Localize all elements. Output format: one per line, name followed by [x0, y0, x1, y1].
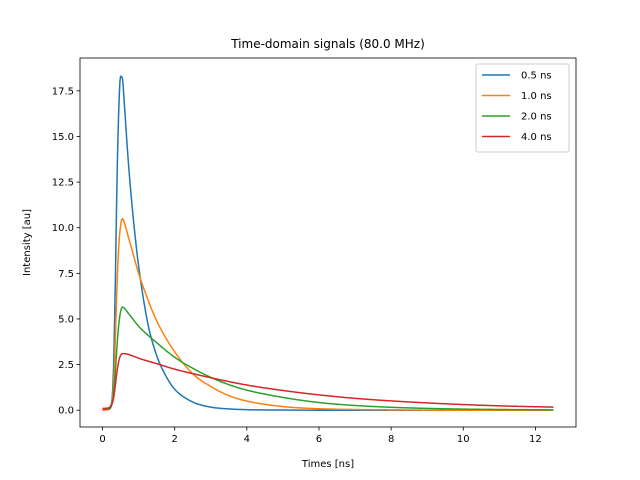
y-axis: 0.0 2.5 5.0 7.5 10.0 12.5 15.0 17.5 — [52, 86, 80, 417]
legend-entry-3: 4.0 ns — [521, 132, 552, 143]
y-axis-label: Intensity [au] — [22, 209, 33, 276]
x-axis: 0 2 4 6 8 10 12 — [99, 427, 542, 445]
series-line-3 — [102, 352, 554, 410]
x-tick-label: 6 — [316, 434, 322, 445]
y-tick-label: 12.5 — [52, 178, 74, 189]
x-tick-label: 4 — [244, 434, 250, 445]
legend-entry-2: 2.0 ns — [521, 112, 552, 123]
x-tick-label: 12 — [529, 434, 542, 445]
x-tick-label: 0 — [99, 434, 105, 445]
y-tick-label: 7.5 — [58, 269, 74, 280]
chart-title: Time-domain signals (80.0 MHz) — [230, 37, 425, 51]
y-tick-label: 15.0 — [52, 132, 74, 143]
y-tick-label: 2.5 — [58, 360, 74, 371]
y-tick-label: 5.0 — [58, 314, 74, 325]
series-line-2 — [102, 306, 554, 411]
plot-frame — [79, 57, 577, 428]
y-tick-label: 0.0 — [58, 406, 74, 417]
y-tick-label: 17.5 — [52, 86, 74, 97]
series-line-1 — [102, 217, 554, 411]
legend-box — [475, 63, 570, 153]
legend-entry-0: 0.5 ns — [521, 71, 552, 82]
y-tick-label: 10.0 — [52, 223, 74, 234]
x-tick-label: 10 — [457, 434, 470, 445]
legend-entry-1: 1.0 ns — [521, 91, 552, 102]
series-layer — [102, 75, 554, 411]
x-tick-label: 2 — [172, 434, 178, 445]
x-tick-label: 8 — [388, 434, 394, 445]
x-axis-label: Times [ns] — [301, 459, 354, 470]
legend: 0.5 ns 1.0 ns 2.0 ns 4.0 ns — [475, 63, 570, 153]
